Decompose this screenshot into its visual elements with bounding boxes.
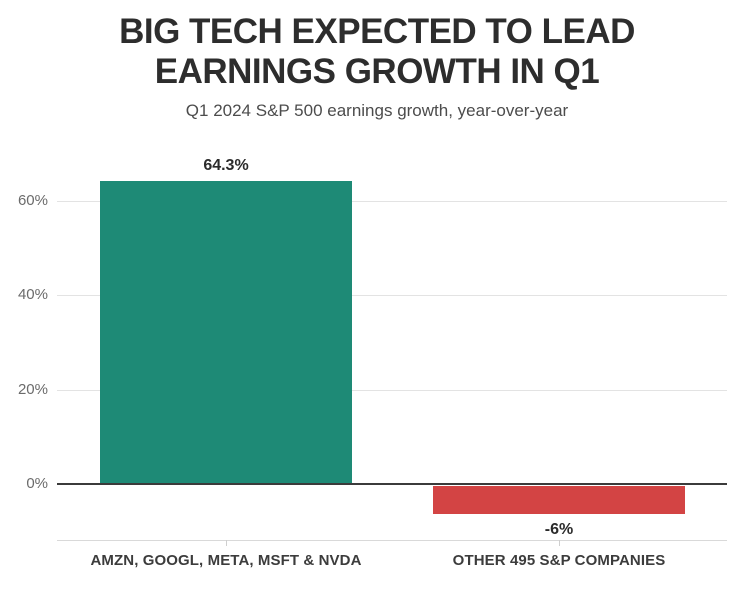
gridline	[57, 201, 727, 202]
y-tick-label: 40%	[17, 286, 48, 303]
category-label-big-tech: AMZN, GOOGL, META, MSFT & NVDA	[90, 552, 362, 569]
x-tick-mark	[226, 540, 227, 546]
y-tick-label: 60%	[17, 192, 48, 209]
x-axis-line	[57, 540, 727, 541]
chart-title-line-2: EARNINGS GROWTH IN Q1	[154, 52, 600, 91]
chart-title-line-1: BIG TECH EXPECTED TO LEAD	[119, 12, 635, 51]
chart-subtitle: Q1 2024 S&P 500 earnings growth, year-ov…	[185, 101, 569, 120]
gridline	[57, 295, 727, 296]
gridline	[57, 390, 727, 391]
zero-baseline	[57, 483, 727, 485]
y-tick-label: 0%	[26, 475, 48, 492]
chart-title: BIG TECH EXPECTED TO LEAD EARNINGS GROWT…	[0, 0, 754, 92]
category-label-other-companies: OTHER 495 S&P COMPANIES	[452, 552, 666, 569]
value-label-big-tech: 64.3%	[203, 157, 249, 174]
x-tick-mark	[559, 540, 560, 546]
bar-big-tech	[100, 181, 352, 484]
value-label-other-companies: -6%	[544, 521, 574, 538]
bar-other-companies	[433, 486, 685, 514]
y-tick-label: 20%	[17, 381, 48, 398]
